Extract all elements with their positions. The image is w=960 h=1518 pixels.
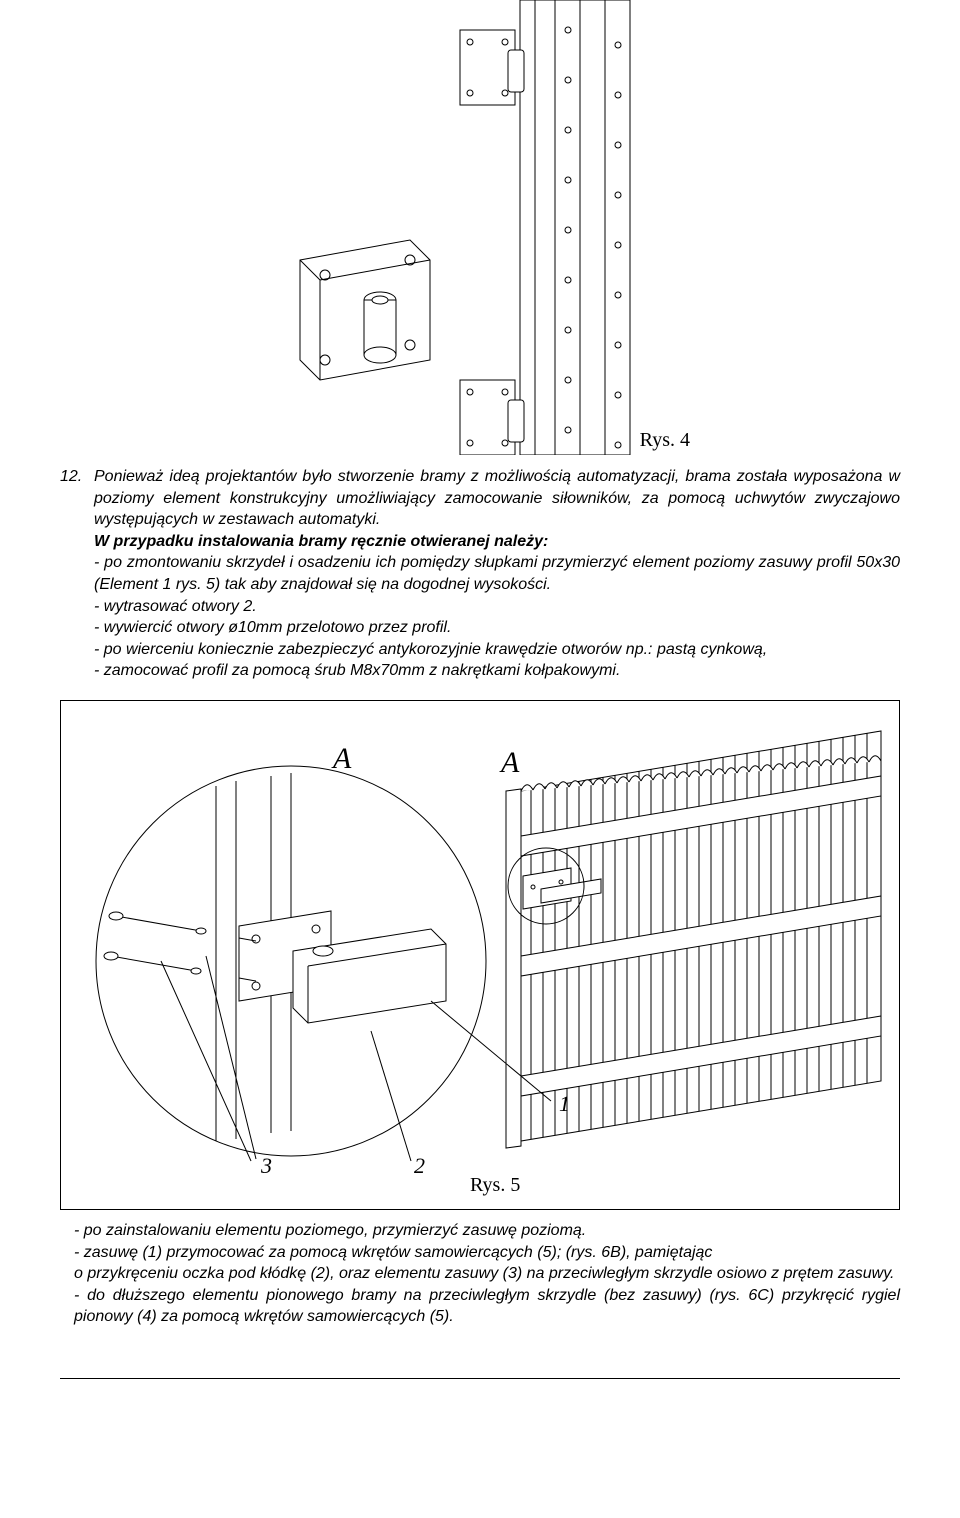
figure-5: A A 1 2 3 Rys. 5 — [60, 700, 900, 1210]
after-b4: - do dłuższego elementu pionowego bramy … — [60, 1285, 900, 1328]
callout-3: 3 — [261, 1151, 272, 1181]
after-b2: - zasuwę (1) przymocować za pomocą wkręt… — [60, 1242, 900, 1264]
figure-4-label: Rys. 4 — [640, 427, 690, 454]
item12-p1: Ponieważ ideą projektantów było stworzen… — [94, 466, 900, 531]
figure-5-label: Rys. 5 — [470, 1172, 520, 1199]
item12-b2: - wytrasować otwory 2. — [94, 596, 900, 618]
item12-b1: - po zmontowaniu skrzydeł i osadzeniu ic… — [94, 552, 900, 595]
callout-2: 2 — [414, 1151, 425, 1181]
after-b3: o przykręceniu oczka pod kłódkę (2), ora… — [60, 1263, 900, 1285]
list-item-12: 12. Ponieważ ideą projektantów było stwo… — [60, 466, 900, 682]
callout-A-gate: A — [501, 743, 519, 784]
item12-b5: - zamocować profil za pomocą śrub M8x70m… — [94, 660, 900, 682]
callout-1: 1 — [559, 1089, 570, 1119]
figure-4-drawing — [260, 0, 700, 455]
after-figure-text: - po zainstalowaniu elementu poziomego, … — [60, 1220, 900, 1328]
footer-rule — [60, 1378, 900, 1379]
item12-b4: - po wierceniu koniecznie zabezpieczyć a… — [94, 639, 900, 661]
item-body: Ponieważ ideą projektantów było stworzen… — [94, 466, 900, 682]
callout-A-detail: A — [333, 739, 351, 780]
figure-4: Rys. 4 — [60, 0, 900, 460]
item-number: 12. — [60, 466, 86, 682]
figure-5-drawing — [61, 701, 899, 1209]
item12-b3: - wywiercić otwory ø10mm przelotowo prze… — [94, 617, 900, 639]
item12-p2: W przypadku instalowania bramy ręcznie o… — [94, 531, 900, 553]
after-b1: - po zainstalowaniu elementu poziomego, … — [60, 1220, 900, 1242]
